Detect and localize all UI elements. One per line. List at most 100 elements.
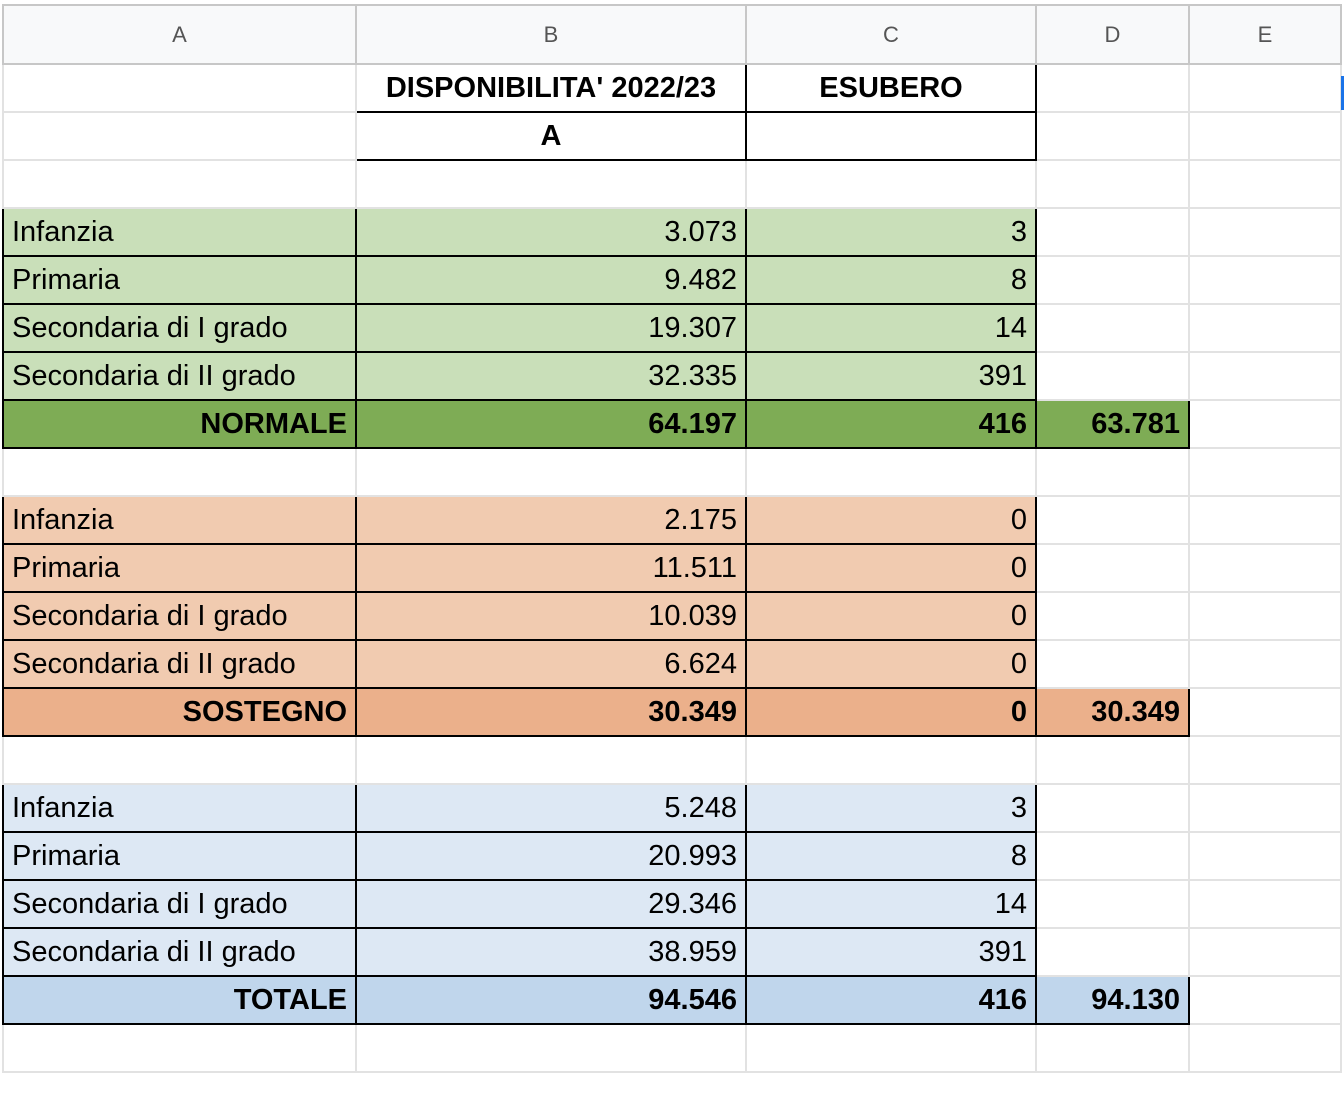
row-label[interactable]: Secondaria di II grado: [2, 351, 357, 401]
empty-cell[interactable]: [745, 159, 1037, 209]
availability-value[interactable]: 32.335: [355, 351, 747, 401]
empty-cell[interactable]: [1188, 831, 1342, 881]
empty-cell[interactable]: [1188, 1023, 1342, 1073]
empty-cell[interactable]: [1035, 543, 1190, 593]
total-surplus[interactable]: 416: [745, 399, 1037, 449]
empty-cell[interactable]: [1188, 687, 1342, 737]
surplus-value[interactable]: 8: [745, 255, 1037, 305]
empty-cell[interactable]: [1188, 255, 1342, 305]
availability-value[interactable]: 5.248: [355, 783, 747, 833]
total-net[interactable]: 30.349: [1035, 687, 1190, 737]
availability-value[interactable]: 10.039: [355, 591, 747, 641]
surplus-subheader[interactable]: [745, 111, 1037, 161]
row-label[interactable]: Secondaria di II grado: [2, 639, 357, 689]
empty-cell[interactable]: [1188, 399, 1342, 449]
availability-value[interactable]: 38.959: [355, 927, 747, 977]
empty-cell[interactable]: [1188, 783, 1342, 833]
empty-cell[interactable]: [1035, 927, 1190, 977]
empty-cell[interactable]: [1035, 735, 1190, 785]
availability-value[interactable]: 2.175: [355, 495, 747, 545]
empty-cell[interactable]: [1188, 543, 1342, 593]
empty-cell[interactable]: [1188, 591, 1342, 641]
column-header-c[interactable]: C: [745, 4, 1037, 65]
total-availability[interactable]: 64.197: [355, 399, 747, 449]
empty-cell[interactable]: [1188, 111, 1342, 161]
empty-cell[interactable]: [1035, 159, 1190, 209]
surplus-value[interactable]: 8: [745, 831, 1037, 881]
empty-cell[interactable]: [1188, 639, 1342, 689]
total-net[interactable]: 63.781: [1035, 399, 1190, 449]
empty-cell[interactable]: [2, 735, 357, 785]
total-label[interactable]: NORMALE: [2, 399, 357, 449]
row-label[interactable]: Infanzia: [2, 495, 357, 545]
empty-cell[interactable]: [355, 735, 747, 785]
surplus-value[interactable]: 3: [745, 783, 1037, 833]
surplus-value[interactable]: 0: [745, 591, 1037, 641]
surplus-value[interactable]: 3: [745, 207, 1037, 257]
empty-cell[interactable]: [1035, 495, 1190, 545]
row-label[interactable]: Primaria: [2, 831, 357, 881]
surplus-value[interactable]: 391: [745, 351, 1037, 401]
row-label[interactable]: Secondaria di I grado: [2, 303, 357, 353]
surplus-value[interactable]: 391: [745, 927, 1037, 977]
empty-cell[interactable]: [2, 111, 357, 161]
surplus-value[interactable]: 14: [745, 879, 1037, 929]
availability-value[interactable]: 20.993: [355, 831, 747, 881]
row-label[interactable]: Secondaria di I grado: [2, 879, 357, 929]
total-net[interactable]: 94.130: [1035, 975, 1190, 1025]
row-label[interactable]: Secondaria di I grado: [2, 591, 357, 641]
row-label[interactable]: Infanzia: [2, 207, 357, 257]
row-label[interactable]: Primaria: [2, 255, 357, 305]
surplus-header[interactable]: ESUBERO: [745, 63, 1037, 113]
surplus-value[interactable]: 0: [745, 639, 1037, 689]
empty-cell[interactable]: [745, 1023, 1037, 1073]
empty-cell[interactable]: [2, 63, 357, 113]
availability-value[interactable]: 29.346: [355, 879, 747, 929]
empty-cell[interactable]: [1035, 351, 1190, 401]
empty-cell[interactable]: [355, 159, 747, 209]
empty-cell[interactable]: [1188, 495, 1342, 545]
empty-cell[interactable]: [1035, 831, 1190, 881]
total-label[interactable]: TOTALE: [2, 975, 357, 1025]
empty-cell[interactable]: [1188, 159, 1342, 209]
total-availability[interactable]: 94.546: [355, 975, 747, 1025]
empty-cell[interactable]: [2, 159, 357, 209]
empty-cell[interactable]: [2, 447, 357, 497]
empty-cell[interactable]: [745, 447, 1037, 497]
row-label[interactable]: Primaria: [2, 543, 357, 593]
column-header-d[interactable]: D: [1035, 4, 1190, 65]
empty-cell[interactable]: [1188, 735, 1342, 785]
availability-value[interactable]: 3.073: [355, 207, 747, 257]
empty-cell[interactable]: [1035, 879, 1190, 929]
availability-header[interactable]: DISPONIBILITA' 2022/23: [355, 63, 747, 113]
empty-cell[interactable]: [1188, 207, 1342, 257]
empty-cell[interactable]: [1188, 303, 1342, 353]
column-header-e[interactable]: E: [1188, 4, 1342, 65]
empty-cell[interactable]: [1035, 303, 1190, 353]
surplus-value[interactable]: 0: [745, 543, 1037, 593]
availability-value[interactable]: 19.307: [355, 303, 747, 353]
column-header-b[interactable]: B: [355, 4, 747, 65]
total-surplus[interactable]: 416: [745, 975, 1037, 1025]
empty-cell[interactable]: [745, 735, 1037, 785]
row-label[interactable]: Infanzia: [2, 783, 357, 833]
empty-cell[interactable]: [1188, 879, 1342, 929]
empty-cell[interactable]: [2, 1023, 357, 1073]
empty-cell[interactable]: [1188, 975, 1342, 1025]
total-surplus[interactable]: 0: [745, 687, 1037, 737]
empty-cell[interactable]: [1035, 255, 1190, 305]
empty-cell[interactable]: [1035, 111, 1190, 161]
availability-value[interactable]: 6.624: [355, 639, 747, 689]
empty-cell[interactable]: [1188, 63, 1342, 113]
empty-cell[interactable]: [1035, 63, 1190, 113]
availability-subheader[interactable]: A: [355, 111, 747, 161]
empty-cell[interactable]: [1035, 591, 1190, 641]
total-availability[interactable]: 30.349: [355, 687, 747, 737]
empty-cell[interactable]: [1188, 351, 1342, 401]
column-header-a[interactable]: A: [2, 4, 357, 65]
empty-cell[interactable]: [1188, 927, 1342, 977]
availability-value[interactable]: 11.511: [355, 543, 747, 593]
empty-cell[interactable]: [1035, 207, 1190, 257]
empty-cell[interactable]: [355, 447, 747, 497]
surplus-value[interactable]: 0: [745, 495, 1037, 545]
